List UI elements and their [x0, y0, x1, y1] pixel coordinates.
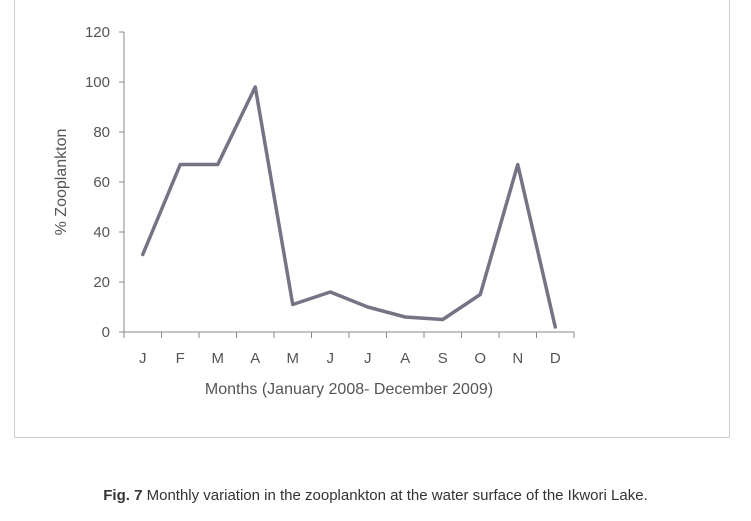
figure-label: Fig. 7 — [103, 487, 143, 504]
x-axis-title: Months (January 2008- December 2009) — [205, 381, 493, 398]
x-tick-label: O — [474, 350, 486, 367]
y-tick-label: 0 — [102, 324, 110, 341]
y-tick-label: 100 — [85, 74, 110, 91]
series-layer — [141, 85, 557, 329]
caption-text: Monthly variation in the zooplankton at … — [142, 487, 648, 504]
line-chart: 0 20 40 60 80 100 120 J F M A M J J A S O N D % Zooplankt… — [53, 24, 575, 398]
figure-caption: Fig. 7 Monthly variation in the zooplank… — [0, 487, 751, 504]
y-axis-title: % Zooplankton — [53, 129, 70, 236]
x-tick-label: J — [327, 350, 335, 367]
y-tick-label: 80 — [93, 124, 110, 141]
x-tick-label: A — [400, 350, 410, 367]
x-tick-label: A — [250, 350, 260, 367]
x-tick-label: M — [212, 350, 225, 367]
y-tick-label: 20 — [93, 274, 110, 291]
chart-axes — [119, 31, 575, 338]
x-tick-label: N — [512, 350, 523, 367]
x-tick-label: M — [287, 350, 300, 367]
y-tick-label: 40 — [93, 224, 110, 241]
y-tick-label: 120 — [85, 24, 110, 41]
chart-frame — [14, 0, 730, 438]
x-tick-label: J — [139, 350, 147, 367]
series-line — [141, 85, 557, 329]
x-tick-label: F — [176, 350, 185, 367]
y-tick-labels: 0 20 40 60 80 100 120 — [85, 24, 110, 341]
x-tick-label: D — [550, 350, 561, 367]
x-tick-label: S — [438, 350, 448, 367]
x-tick-label: J — [364, 350, 372, 367]
y-tick-label: 60 — [93, 174, 110, 191]
